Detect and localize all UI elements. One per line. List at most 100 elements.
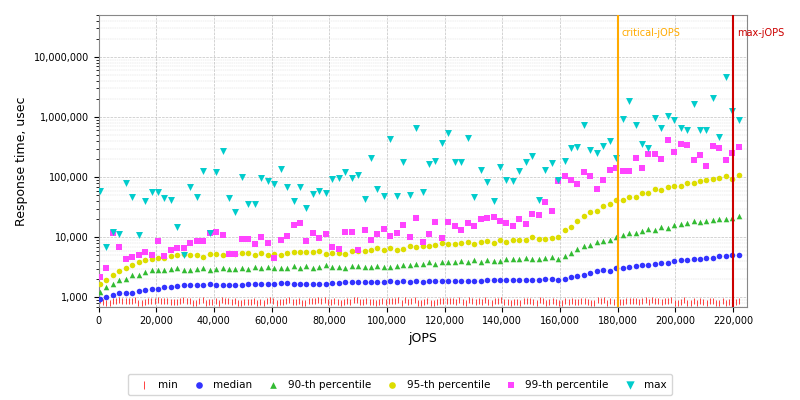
- median: [584, 270, 597, 276]
- max: [365, 155, 378, 161]
- min: [681, 300, 694, 306]
- median: [603, 267, 616, 274]
- 95-th percentile: [184, 252, 197, 258]
- 99-th percentile: [449, 223, 462, 230]
- 99-th percentile: [532, 212, 545, 218]
- median: [571, 273, 584, 279]
- max: [184, 184, 197, 190]
- min: [322, 298, 334, 305]
- max: [655, 125, 668, 131]
- min: [193, 298, 206, 304]
- max: [313, 188, 326, 195]
- min: [296, 300, 309, 306]
- 95-th percentile: [668, 182, 681, 189]
- 99-th percentile: [584, 173, 597, 179]
- min: [138, 299, 151, 306]
- median: [500, 277, 513, 284]
- 99-th percentile: [435, 235, 448, 242]
- min: [235, 299, 248, 306]
- 95-th percentile: [384, 245, 397, 251]
- 90-th percentile: [242, 266, 254, 272]
- min: [242, 298, 254, 305]
- min: [466, 298, 478, 304]
- 90-th percentile: [197, 264, 210, 271]
- min: [556, 300, 569, 306]
- 90-th percentile: [319, 262, 332, 269]
- 90-th percentile: [513, 256, 526, 262]
- min: [639, 297, 652, 304]
- max: [152, 189, 165, 196]
- 99-th percentile: [100, 265, 113, 272]
- 95-th percentile: [532, 236, 545, 242]
- max: [210, 169, 222, 176]
- 99-th percentile: [126, 254, 138, 260]
- 90-th percentile: [668, 222, 681, 228]
- max: [422, 161, 435, 167]
- median: [138, 287, 151, 293]
- 95-th percentile: [449, 241, 462, 247]
- min: [485, 300, 498, 306]
- min: [183, 298, 196, 304]
- 99-th percentile: [506, 223, 519, 229]
- min: [514, 300, 527, 306]
- max: [558, 158, 571, 164]
- 90-th percentile: [145, 266, 158, 273]
- 90-th percentile: [642, 226, 655, 232]
- median: [410, 278, 422, 284]
- min: [366, 298, 379, 305]
- 95-th percentile: [610, 197, 622, 204]
- 90-th percentile: [171, 265, 184, 271]
- 90-th percentile: [694, 219, 706, 225]
- median: [287, 280, 300, 287]
- 95-th percentile: [306, 249, 319, 255]
- median: [352, 279, 365, 285]
- min: [446, 298, 459, 304]
- 99-th percentile: [565, 177, 578, 184]
- 95-th percentile: [210, 251, 222, 258]
- 90-th percentile: [603, 236, 616, 243]
- 95-th percentile: [242, 250, 254, 256]
- 95-th percentile: [113, 267, 126, 274]
- max: [546, 160, 558, 166]
- min: [354, 298, 366, 305]
- min: [649, 297, 662, 304]
- median: [449, 278, 462, 284]
- 99-th percentile: [726, 149, 738, 156]
- 95-th percentile: [119, 265, 132, 272]
- 95-th percentile: [126, 262, 138, 268]
- 95-th percentile: [526, 234, 538, 240]
- 90-th percentile: [113, 277, 126, 284]
- median: [635, 262, 648, 268]
- min: [199, 300, 212, 306]
- median: [642, 262, 655, 268]
- max: [358, 196, 371, 202]
- min: [478, 297, 491, 304]
- 95-th percentile: [332, 250, 345, 256]
- median: [655, 260, 668, 266]
- max: [694, 127, 706, 133]
- 99-th percentile: [235, 236, 248, 242]
- 95-th percentile: [519, 236, 532, 243]
- 95-th percentile: [700, 177, 713, 184]
- min: [254, 298, 267, 305]
- 90-th percentile: [352, 263, 365, 270]
- max: [442, 130, 454, 136]
- min: [472, 298, 485, 304]
- 95-th percentile: [397, 246, 410, 252]
- max: [726, 108, 738, 115]
- 99-th percentile: [216, 232, 229, 238]
- 99-th percentile: [255, 234, 268, 241]
- min: [174, 298, 186, 304]
- median: [378, 279, 390, 286]
- 99-th percentile: [106, 230, 119, 236]
- min: [315, 298, 328, 304]
- median: [538, 276, 551, 282]
- 99-th percentile: [558, 173, 571, 179]
- min: [119, 298, 132, 304]
- 90-th percentile: [532, 256, 545, 262]
- 90-th percentile: [655, 224, 668, 230]
- 95-th percentile: [171, 252, 184, 258]
- median: [616, 264, 629, 271]
- 95-th percentile: [558, 227, 571, 233]
- 90-th percentile: [332, 264, 345, 270]
